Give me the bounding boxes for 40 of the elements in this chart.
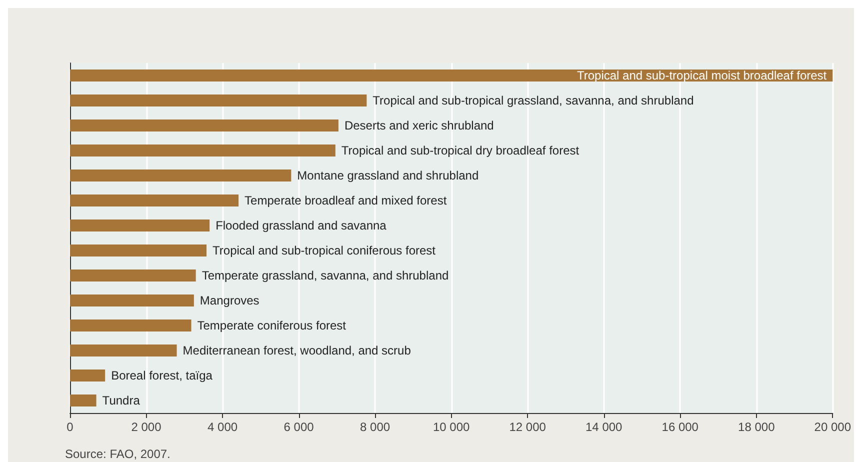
bar	[70, 370, 106, 382]
x-tick-label: 18 000	[738, 420, 776, 434]
y-tick-label: Tropical and sub-tropical coniferous forest	[212, 244, 436, 258]
bar	[70, 320, 192, 332]
bar	[70, 294, 194, 306]
y-tick-label: Temperate broadleaf and mixed forest	[244, 194, 448, 208]
y-tick-label: Tropical and sub-tropical moist broadleaf forest	[576, 68, 828, 82]
x-tick-label: 0	[66, 420, 74, 434]
x-tick-label: 16 000	[662, 420, 699, 434]
bar	[70, 70, 833, 82]
y-tick-label: Boreal forest, taïga	[111, 368, 213, 382]
bar	[70, 170, 292, 182]
x-tick-label: 2 000	[131, 420, 162, 434]
y-tick-label: Temperate grassland, savanna, and shrubland	[202, 268, 449, 282]
y-tick-label: Tundra	[102, 394, 140, 408]
source-note: Source: FAO, 2007.	[65, 447, 170, 461]
y-tick-label: Mangroves	[200, 294, 260, 308]
y-tick-label: Tropical and sub-tropical grassland, savanna, and shrubland	[372, 94, 694, 108]
y-tick-label: Flooded grassland and savanna	[216, 218, 387, 232]
x-tick-label: 8 000	[360, 420, 390, 434]
x-tick-label: 14 000	[586, 420, 623, 434]
x-tick-label: 12 000	[509, 420, 546, 434]
bar	[70, 270, 196, 282]
x-tick-label: 4 000	[208, 420, 238, 434]
bar	[70, 120, 338, 132]
y-tick-label: Mediterranean forest, woodland, and scrub	[182, 344, 412, 358]
y-tick-label: Temperate coniferous forest	[197, 318, 347, 332]
x-tick-label: 20 000	[814, 420, 852, 434]
y-tick-label: Deserts and xeric shrubland	[344, 118, 494, 132]
y-tick-label: Tropical and sub-tropical dry broadleaf forest	[341, 144, 580, 158]
x-tick-label: 10 000	[432, 420, 470, 434]
bar	[70, 344, 177, 356]
x-tick-label: 6 000	[284, 420, 314, 434]
bar	[70, 394, 96, 406]
bar	[70, 94, 367, 106]
y-tick-label: Montane grassland and shrubland	[297, 168, 479, 182]
bar	[70, 220, 210, 232]
bar	[70, 144, 336, 156]
bar	[70, 194, 239, 206]
bar	[70, 244, 207, 256]
